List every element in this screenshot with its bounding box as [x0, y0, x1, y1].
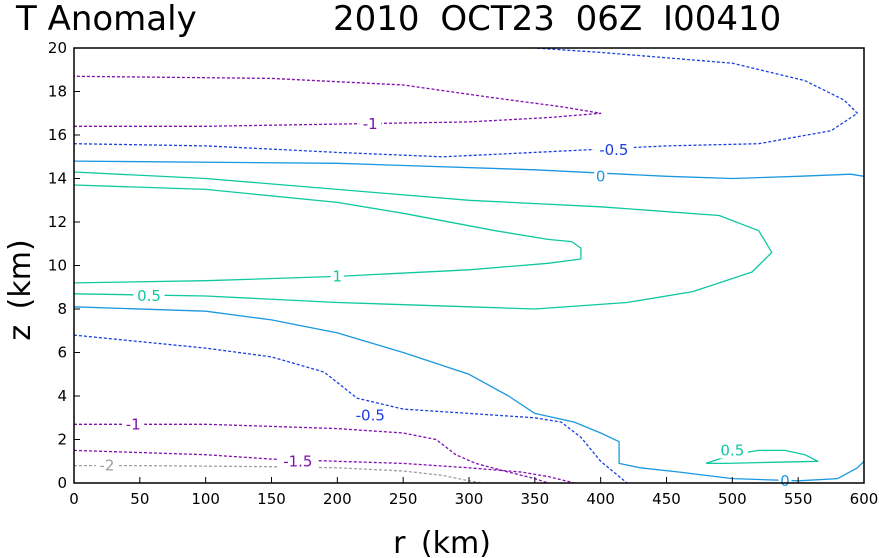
contour-line-zero-upper: [73, 160, 865, 180]
contour-label-zero-upper: 0: [596, 167, 606, 185]
y-axis: 0 2 4 6 8 10 12 14 16 18 20: [48, 39, 80, 492]
y-tick-label: 10: [48, 257, 67, 275]
x-tick-label: 450: [652, 490, 681, 508]
x-tick-label: 300: [455, 490, 484, 508]
x-tick-label: 50: [130, 490, 149, 508]
contour-line-neg2: [74, 464, 483, 484]
y-tick-label: 18: [48, 83, 67, 101]
contour-line-neg15: [73, 449, 575, 484]
contour-label-background: [778, 472, 792, 489]
x-tick-label: 350: [521, 490, 550, 508]
y-tick-label: 16: [48, 126, 67, 144]
contour-label-background: [594, 168, 608, 185]
contour-line-neg1-lower: [74, 423, 549, 484]
x-tick-label: 500: [718, 490, 747, 508]
contour-label-neg05-lower: -0.5: [356, 407, 385, 425]
contour-label-background: [133, 287, 165, 304]
plot-frame: [73, 47, 865, 484]
x-axis: 0 50 100 150 200 250 300 350 400 450 500 550 600: [69, 477, 878, 508]
x-tick-label: 400: [586, 490, 615, 508]
x-tick-label: 250: [389, 490, 418, 508]
y-tick-label: 2: [57, 431, 67, 449]
contour-label-pos05-small: 0.5: [720, 441, 744, 459]
contour-label-neg1-upper: -1: [363, 115, 378, 133]
contour-label-background: [122, 416, 145, 433]
y-tick-label: 20: [48, 39, 67, 57]
y-tick-label: 4: [57, 387, 67, 405]
x-tick-label: 150: [257, 490, 286, 508]
contour-label-neg15: -1.5: [283, 452, 312, 470]
chart-title-right: 2010 OCT23 06Z I00410: [333, 0, 781, 39]
contour-line-pos05: [73, 171, 773, 310]
contour-label-background: [330, 268, 344, 285]
contour-label-neg1-lower: -1: [126, 415, 141, 433]
y-tick-label: 6: [57, 344, 67, 362]
x-tick-label: 600: [850, 490, 879, 508]
contour-label-zero-lower: 0: [780, 472, 790, 490]
y-axis-label: z (km): [3, 239, 38, 340]
contour-label-neg05-upper: -0.5: [599, 141, 628, 159]
x-tick-label: 0: [69, 490, 79, 508]
contour-line-pos1: [73, 184, 582, 284]
x-tick-label: 550: [784, 490, 813, 508]
contour-label-pos1: 1: [333, 267, 343, 285]
x-tick-label: 100: [191, 490, 220, 508]
y-tick-label: 12: [48, 213, 67, 231]
contour-label-background: [350, 407, 391, 424]
contour-layer: [73, 47, 865, 484]
contour-line-neg05-upper: [73, 47, 859, 158]
y-tick-label: 14: [48, 170, 67, 188]
contour-label-layer: 1 0.5 0.5 0 0 -0.5 -0.5 -1 -1 -1.5 -2: [95, 115, 792, 490]
chart-title-left: T Anomaly: [15, 0, 197, 39]
contour-line-neg1-upper: [73, 75, 602, 127]
y-tick-label: 8: [57, 300, 67, 318]
contour-label-background: [95, 457, 118, 474]
contour-label-neg2: -2: [99, 457, 114, 475]
contour-label-background: [593, 142, 634, 159]
contour-label-pos05: 0.5: [137, 287, 161, 305]
contour-line-neg05-lower: [73, 334, 628, 484]
contour-label-background: [277, 453, 318, 470]
contour-label-background: [359, 116, 382, 133]
contour-label-background: [716, 442, 748, 459]
x-tick-label: 200: [323, 490, 352, 508]
x-axis-label: r (km): [393, 526, 491, 558]
y-tick-label: 0: [57, 474, 67, 492]
